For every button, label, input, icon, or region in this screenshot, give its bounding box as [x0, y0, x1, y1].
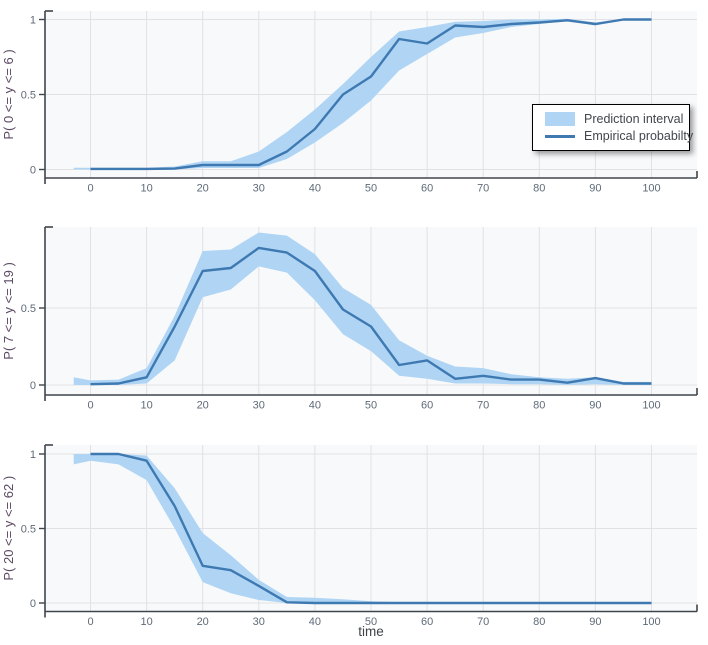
- y-tick-label: 0: [30, 598, 36, 610]
- x-tick-label: 20: [197, 400, 209, 412]
- x-tick-label: 0: [87, 183, 93, 195]
- legend-item-empirical-probability: Empirical probabilty: [545, 129, 693, 143]
- empirical-probability-swatch: [545, 134, 575, 138]
- empirical-probability-line: [90, 246, 652, 386]
- y-tick-label: 0.5: [21, 523, 36, 535]
- y-tick-label: 0.5: [21, 303, 36, 315]
- x-tick-label: 90: [589, 400, 601, 412]
- subplot-2: 0 0.5 0 10 20 30 40 50 60 70 80 90 100 P( 7 <= y <= 1…: [1, 226, 698, 412]
- x-tick-label: 40: [309, 183, 321, 195]
- x-tick-label: 10: [140, 400, 152, 412]
- x-tick-label: 70: [477, 616, 489, 628]
- prediction-interval-band: [73, 454, 652, 603]
- y-tick-label: 0: [30, 164, 36, 176]
- x-tick-label: 50: [365, 616, 377, 628]
- legend: Prediction interval Empirical probabilty: [532, 104, 693, 151]
- x-tick-label: 50: [365, 183, 377, 195]
- x-tick-label: 60: [421, 616, 433, 628]
- legend-item-label: Prediction interval: [584, 112, 684, 126]
- x-tick-label: 90: [589, 183, 601, 195]
- x-tick-label: 70: [477, 183, 489, 195]
- y-axis-title: P( 7 <= y <= 19 ): [1, 262, 16, 360]
- legend-item-label: Empirical probabilty: [584, 129, 694, 143]
- x-tick-label: 60: [421, 183, 433, 195]
- y-tick-label: 0.5: [21, 89, 36, 101]
- y-axis-title: P( 0 <= y <= 6 ): [1, 49, 16, 139]
- x-tick-label: 50: [365, 400, 377, 412]
- x-tick-label: 90: [589, 616, 601, 628]
- x-tick-label: 20: [197, 183, 209, 195]
- x-tick-label: 30: [253, 400, 265, 412]
- x-tick-label: 10: [140, 616, 152, 628]
- y-tick-label: 0: [30, 380, 36, 392]
- y-tick-label: 1: [30, 449, 36, 461]
- x-tick-label: 80: [533, 616, 545, 628]
- x-tick-label: 100: [642, 616, 660, 628]
- x-axis-title: time: [358, 624, 384, 639]
- x-tick-label: 10: [140, 183, 152, 195]
- prediction-interval-band: [73, 232, 652, 385]
- x-tick-label: 30: [253, 183, 265, 195]
- empirical-probability-line: [90, 18, 652, 171]
- x-tick-label: 0: [87, 616, 93, 628]
- y-axis-title: P( 20 <= y <= 62 ): [1, 476, 16, 581]
- x-tick-label: 40: [309, 616, 321, 628]
- legend-item-prediction-interval: Prediction interval: [545, 112, 684, 126]
- x-tick-label: 60: [421, 400, 433, 412]
- x-tick-label: 100: [642, 183, 660, 195]
- empirical-probability-line: [90, 452, 652, 605]
- x-tick-label: 30: [253, 616, 265, 628]
- x-tick-label: 80: [533, 400, 545, 412]
- prediction-interval-swatch: [545, 112, 575, 126]
- prediction-interval-band: [73, 18, 652, 170]
- x-tick-label: 80: [533, 183, 545, 195]
- x-tick-label: 100: [642, 400, 660, 412]
- x-tick-label: 40: [309, 400, 321, 412]
- x-tick-label: 20: [197, 616, 209, 628]
- x-tick-label: 70: [477, 400, 489, 412]
- y-tick-label: 1: [30, 14, 36, 26]
- x-tick-label: 0: [87, 400, 93, 412]
